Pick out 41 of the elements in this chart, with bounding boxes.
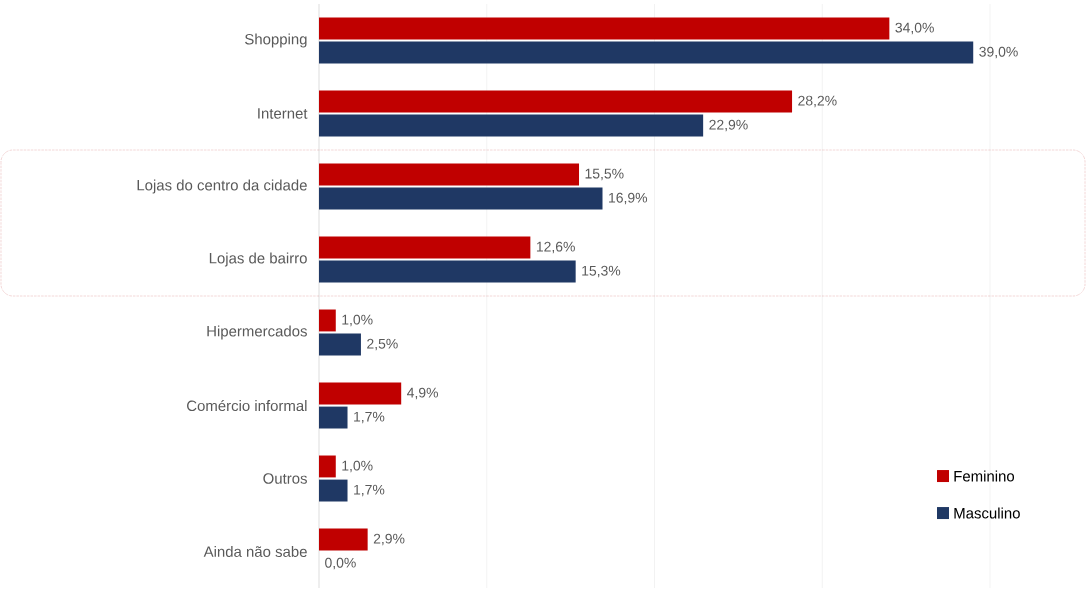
data-label: 39,0% xyxy=(979,46,1018,59)
data-label: 2,9% xyxy=(373,533,405,546)
data-label: 12,6% xyxy=(536,241,575,254)
bar xyxy=(319,236,531,259)
data-label: 2,5% xyxy=(367,338,398,351)
data-label: 15,3% xyxy=(582,265,621,278)
data-label: 1,0% xyxy=(342,314,373,327)
y-tick-label: Hipermercados xyxy=(207,325,307,340)
bar xyxy=(319,528,368,551)
y-tick-label: Lojas do centro da cidade xyxy=(137,179,307,194)
data-label: 22,9% xyxy=(709,119,748,132)
data-label: 16,9% xyxy=(609,192,648,205)
data-label: 1,0% xyxy=(342,460,373,473)
bar xyxy=(319,41,974,64)
bar xyxy=(319,17,890,40)
data-label: 0,0% xyxy=(325,557,356,570)
y-tick-label: Internet xyxy=(258,108,308,119)
y-tick-label: Comércio informal xyxy=(187,399,307,412)
y-tick-label: Outros xyxy=(263,473,307,484)
bar xyxy=(319,260,576,283)
legend-label: Masculino xyxy=(954,507,1020,519)
data-label: 34,0% xyxy=(895,22,934,35)
bar xyxy=(319,382,402,405)
data-label: 1,7% xyxy=(354,411,385,424)
bar xyxy=(319,163,580,186)
legend-label: Feminino xyxy=(954,470,1015,482)
bar xyxy=(319,114,704,137)
y-tick-label: Shopping xyxy=(245,33,307,48)
data-label: 15,5% xyxy=(585,168,624,181)
bar xyxy=(319,406,348,429)
data-label: 4,9% xyxy=(407,387,438,400)
bar xyxy=(319,309,336,332)
bar xyxy=(319,479,348,502)
y-tick-label: Ainda não sabe xyxy=(203,546,307,557)
bar xyxy=(319,333,361,356)
data-label: 28,2% xyxy=(798,95,837,108)
data-label: 1,7% xyxy=(354,484,385,497)
bar xyxy=(319,455,336,478)
bar xyxy=(319,187,603,210)
y-tick-label: Lojas de bairro xyxy=(209,252,307,267)
bar xyxy=(319,90,793,113)
